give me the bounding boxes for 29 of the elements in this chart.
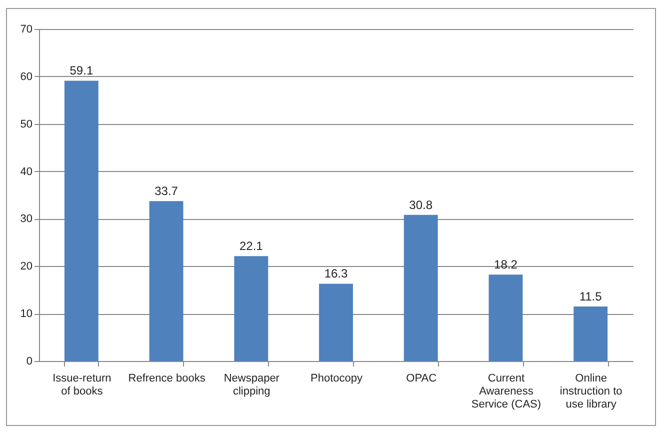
x-tick-label: Photocopy xyxy=(310,372,363,384)
bar xyxy=(574,306,608,361)
x-tick-label: Refrence books xyxy=(128,372,206,384)
y-tick-label: 60 xyxy=(20,70,32,83)
y-tick-label: 20 xyxy=(20,260,32,273)
data-label: 30.8 xyxy=(409,198,433,212)
bar xyxy=(234,256,268,361)
bar xyxy=(64,80,98,361)
y-tick-label: 10 xyxy=(20,308,32,320)
x-tick-label: Newspaper clipping xyxy=(224,372,280,398)
x-tick-label: Online instruction to use library xyxy=(560,372,622,410)
x-tick-label: Current Awareness Service (CAS) xyxy=(471,372,542,410)
data-label: 18.2 xyxy=(494,258,518,272)
y-tick-label: 0 xyxy=(26,356,32,368)
data-label: 33.7 xyxy=(154,184,178,198)
y-tick-label: 30 xyxy=(20,213,32,226)
y-tick-label: 70 xyxy=(20,24,32,36)
data-label: 11.5 xyxy=(579,289,602,304)
x-tick-label: OPAC xyxy=(406,372,437,384)
bar xyxy=(488,274,523,361)
bar xyxy=(404,214,438,361)
data-label: 16.3 xyxy=(324,266,348,281)
data-label: 22.1 xyxy=(239,239,264,254)
data-label: 59.1 xyxy=(70,64,94,78)
bar xyxy=(149,201,184,361)
y-tick-label: 40 xyxy=(20,166,32,178)
x-tick-label: Issue-return of books xyxy=(52,372,112,398)
bar xyxy=(319,284,353,361)
y-tick-label: 50 xyxy=(20,118,32,130)
